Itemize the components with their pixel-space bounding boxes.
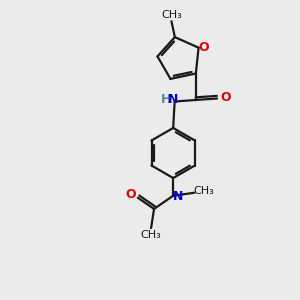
- Text: O: O: [199, 41, 209, 54]
- Text: CH₃: CH₃: [161, 10, 182, 20]
- Text: CH₃: CH₃: [141, 230, 161, 240]
- Text: H: H: [160, 94, 171, 106]
- Text: O: O: [220, 92, 231, 104]
- Text: N: N: [173, 190, 184, 203]
- Text: CH₃: CH₃: [194, 186, 214, 196]
- Text: O: O: [125, 188, 136, 201]
- Text: N: N: [168, 94, 178, 106]
